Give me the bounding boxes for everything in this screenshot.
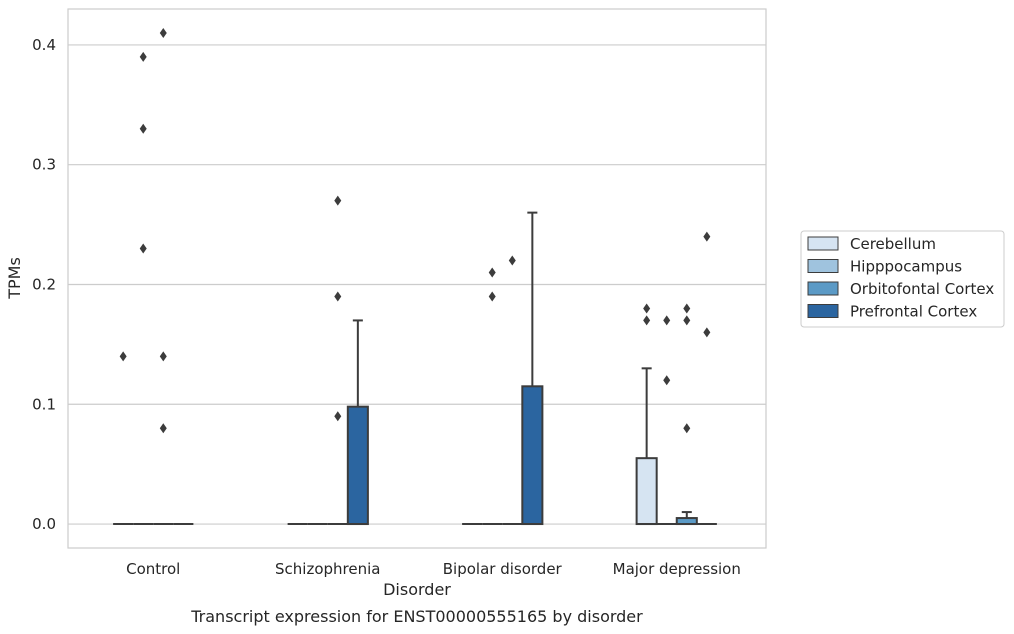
x-tick-label: Schizophrenia (275, 560, 380, 578)
box-body (521, 385, 544, 526)
y-tick-label: 0.1 (32, 395, 56, 413)
outlier-point (159, 351, 167, 362)
x-axis-label: Disorder (383, 580, 451, 599)
box (675, 511, 698, 526)
outlier-point (488, 267, 496, 278)
outlier-point (139, 243, 147, 254)
outlier-point (159, 423, 167, 434)
outlier-point (159, 27, 167, 38)
plot-area (67, 8, 767, 549)
y-tick-label: 0.3 (32, 156, 56, 174)
outlier-point (703, 231, 711, 242)
outlier-point (663, 375, 671, 386)
legend-frame (800, 230, 1005, 328)
y-tick-label: 0.4 (32, 36, 56, 54)
outlier-point (643, 315, 651, 326)
outlier-point (663, 315, 671, 326)
legend-label: Cerebellum (850, 235, 936, 253)
legend-label: Hipppocampus (850, 258, 962, 276)
y-axis: 0.0 0.1 0.2 0.3 0.4 (32, 36, 56, 533)
legend-swatch (807, 281, 839, 296)
outlier-point (139, 51, 147, 62)
outlier-point (683, 315, 691, 326)
box (521, 211, 544, 526)
x-tick-label: Bipolar disorder (443, 560, 563, 578)
outlier-point (488, 291, 496, 302)
outlier-point (643, 303, 651, 314)
x-tick-label: Major depression (613, 560, 741, 578)
outlier-point (139, 123, 147, 134)
outlier-point (334, 411, 342, 422)
outlier-point (119, 351, 127, 362)
legend-swatch (807, 304, 839, 318)
y-tick-label: 0.2 (32, 275, 56, 293)
legend: Cerebellum Hipppocampus Orbitofontal Corte… (800, 230, 1005, 328)
x-tick-label: Control (126, 560, 180, 578)
box-body (635, 457, 658, 526)
box (635, 367, 658, 526)
legend-swatch (807, 259, 839, 273)
outlier-point (683, 303, 691, 314)
x-axis: Control Schizophrenia Bipolar disorder Majo… (126, 560, 741, 578)
outlier-point (703, 327, 711, 338)
y-axis-label: TPMs (5, 257, 24, 300)
box-plots (113, 211, 717, 526)
legend-label: Prefrontal Cortex (850, 303, 977, 321)
chart-caption: Transcript expression for ENST0000055516… (190, 607, 643, 626)
outlier-point (334, 291, 342, 302)
outliers (119, 27, 711, 434)
y-tick-label: 0.0 (32, 515, 56, 533)
box (346, 319, 369, 526)
outlier-point (508, 255, 516, 266)
legend-swatch (807, 236, 839, 251)
outlier-point (334, 195, 342, 206)
gridlines (68, 44, 766, 525)
legend-label: Orbitofontal Cortex (850, 280, 994, 298)
outlier-point (683, 423, 691, 434)
box-body (346, 405, 369, 526)
